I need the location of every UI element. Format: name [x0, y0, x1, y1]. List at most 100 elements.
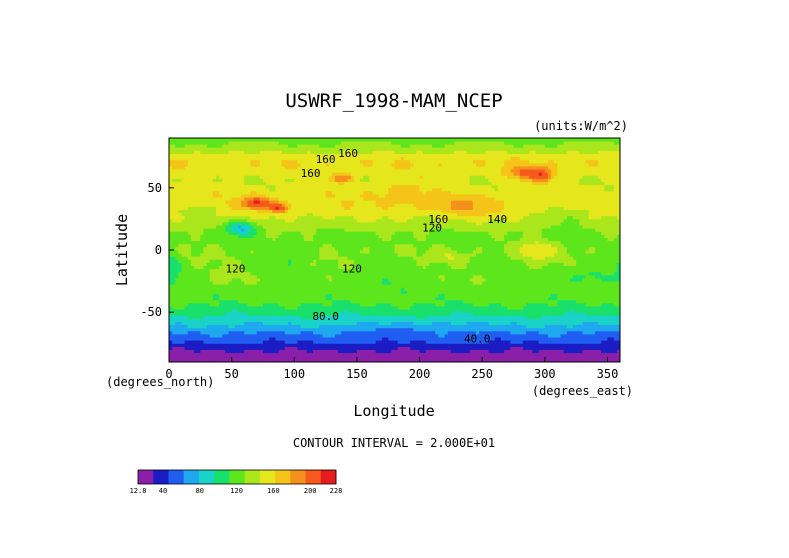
heatmap-cell [407, 349, 411, 354]
heatmap-cell [410, 315, 414, 319]
heatmap-cell [482, 352, 486, 357]
heatmap-cell [266, 358, 270, 362]
heatmap-cell [256, 349, 261, 354]
heatmap-cell [557, 265, 561, 270]
heatmap-cell [510, 337, 514, 341]
heatmap-cell [594, 302, 599, 307]
heatmap-cell [209, 256, 214, 260]
heatmap-cell [507, 318, 511, 322]
heatmap-cell [513, 352, 518, 357]
heatmap-cell [557, 256, 561, 260]
heatmap-cell [544, 256, 549, 260]
heatmap-cell [435, 284, 439, 288]
heatmap-cell [563, 321, 568, 326]
heatmap-cell [366, 340, 370, 344]
heatmap-cell [237, 256, 242, 260]
heatmap-cell [225, 271, 229, 276]
heatmap-cell [494, 259, 499, 263]
heatmap-cell [262, 343, 267, 347]
heatmap-cell [472, 337, 477, 341]
heatmap-cell [309, 346, 314, 350]
heatmap-cell [613, 327, 618, 332]
heatmap-cell [181, 290, 186, 294]
heatmap-cell [582, 321, 586, 326]
heatmap-cell [435, 287, 439, 291]
heatmap-cell [563, 327, 568, 332]
heatmap-cell [190, 318, 195, 322]
heatmap-cell [341, 290, 345, 294]
heatmap-cell [266, 327, 270, 332]
heatmap-cell [197, 278, 201, 282]
heatmap-cell [306, 324, 311, 329]
heatmap-cell [275, 315, 280, 319]
heatmap-cell [544, 324, 549, 329]
heatmap-cell [541, 340, 546, 344]
heatmap-cell [360, 346, 364, 350]
heatmap-cell [400, 318, 405, 322]
heatmap-cell [212, 343, 217, 347]
heatmap-cell [360, 343, 364, 347]
heatmap-cell [500, 284, 505, 288]
heatmap-cell [388, 355, 392, 360]
heatmap-cell [403, 296, 408, 301]
heatmap-cell [444, 312, 449, 316]
heatmap-cell [513, 334, 518, 338]
heatmap-cell [350, 312, 355, 316]
heatmap-cell [510, 358, 514, 362]
heatmap-cell [215, 337, 220, 341]
heatmap-cell [560, 327, 565, 332]
heatmap-cell [313, 256, 317, 260]
heatmap-cell [576, 274, 580, 279]
heatmap-cell [422, 274, 427, 279]
heatmap-cell [253, 355, 258, 360]
heatmap-cell [272, 343, 276, 347]
heatmap-cell [535, 290, 539, 294]
heatmap-cell [309, 299, 314, 304]
heatmap-cell [391, 349, 395, 354]
heatmap-cell [544, 349, 549, 354]
heatmap-cell [554, 287, 558, 291]
heatmap-cell [573, 340, 577, 344]
heatmap-cell [569, 259, 574, 263]
heatmap-cell [419, 281, 424, 285]
heatmap-cell [494, 346, 499, 350]
heatmap-cell [313, 268, 317, 273]
heatmap-cell [190, 271, 195, 276]
heatmap-cell [482, 309, 486, 313]
heatmap-cell [557, 321, 561, 326]
heatmap-cell [313, 324, 317, 329]
heatmap-cell [375, 352, 380, 357]
heatmap-cell [291, 352, 295, 357]
heatmap-cell [482, 340, 486, 344]
heatmap-cell [241, 287, 245, 291]
heatmap-cell [516, 340, 521, 344]
heatmap-cell [209, 358, 214, 362]
heatmap-cell [187, 318, 192, 322]
heatmap-cell [341, 334, 345, 338]
heatmap-cell [504, 290, 508, 294]
heatmap-cell [259, 346, 264, 350]
heatmap-cell [432, 334, 436, 338]
heatmap-cell [303, 349, 308, 354]
heatmap-cell [250, 349, 254, 354]
heatmap-cell [300, 265, 305, 270]
heatmap-cell [460, 284, 464, 288]
heatmap-cell [419, 309, 424, 313]
heatmap-cell [181, 343, 186, 347]
heatmap-cell [532, 337, 536, 341]
heatmap-cell [497, 346, 502, 350]
heatmap-cell [259, 352, 264, 357]
heatmap-cell [237, 287, 242, 291]
heatmap-cell [535, 349, 539, 354]
heatmap-cell [438, 315, 442, 319]
heatmap-cell [244, 355, 248, 360]
heatmap-cell [319, 253, 323, 257]
heatmap-cell [181, 315, 186, 319]
heatmap-cell [338, 293, 342, 298]
heatmap-cell [510, 327, 514, 332]
heatmap-cell [190, 262, 195, 266]
heatmap-cell [588, 281, 593, 285]
heatmap-cell [184, 274, 189, 279]
heatmap-cell [566, 271, 571, 276]
heatmap-cell [491, 306, 496, 310]
